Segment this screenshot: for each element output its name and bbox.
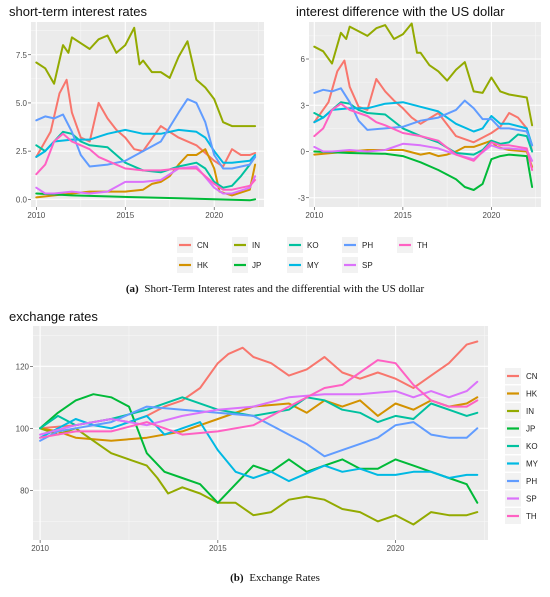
y-tick-label: 7.5 xyxy=(16,51,28,60)
y-tick-label: 120 xyxy=(16,362,30,371)
caption-a: (a) Short-Term Interest rates and the di… xyxy=(126,283,425,295)
x-tick-label: 2020 xyxy=(387,544,405,553)
y-tick-label: 3 xyxy=(301,101,306,110)
chart-interest-rates: 2010 2015 2020 0.0 2.5 5.0 7.5 xyxy=(16,22,264,220)
series-line-th xyxy=(313,102,534,171)
caption-a-text: Short-Term Interest rates and the differ… xyxy=(144,283,424,295)
caption-b-label: (b) xyxy=(230,572,244,584)
legend-label-cn: CN xyxy=(526,372,538,381)
y-tick-label: 100 xyxy=(16,424,30,433)
series-line-sp xyxy=(313,142,534,162)
legend-label-jp: JP xyxy=(526,425,535,434)
series-line-jp xyxy=(313,150,534,191)
legend-label-hk: HK xyxy=(526,390,538,399)
chart-c-title: exchange rates xyxy=(9,309,98,324)
caption-b: (b) Exchange Rates xyxy=(230,572,320,584)
legend-label-ko: KO xyxy=(307,241,319,250)
legend-label-th: TH xyxy=(417,241,428,250)
x-tick-label: 2020 xyxy=(483,211,501,220)
series-line-sp xyxy=(35,165,257,195)
x-tick-label: 2010 xyxy=(31,544,49,553)
series-line-th xyxy=(39,359,479,439)
legend-label-th: TH xyxy=(526,512,537,521)
y-tick-label: 0.0 xyxy=(16,195,28,204)
plot-background xyxy=(33,326,488,540)
legend-label-cn: CN xyxy=(197,241,209,250)
series-line-ph xyxy=(35,98,257,170)
series-line-my xyxy=(35,128,257,164)
y-tick-label: 0 xyxy=(301,148,306,157)
y-tick-label: -3 xyxy=(298,194,306,203)
legend-label-hk: HK xyxy=(197,261,209,270)
series-line-hk xyxy=(39,396,479,442)
y-tick-label: 80 xyxy=(20,486,29,495)
chart-b-title: interest difference with the US dollar xyxy=(296,4,505,19)
legend-label-in: IN xyxy=(526,407,534,416)
chart-interest-difference: 2010 2015 2020 -3 0 3 6 xyxy=(298,22,541,220)
legend-label-ko: KO xyxy=(526,442,538,451)
series-line-in xyxy=(35,26,257,128)
x-tick-label: 2020 xyxy=(205,211,223,220)
chart-a-title: short-term interest rates xyxy=(9,4,147,19)
caption-a-label: (a) xyxy=(126,283,139,295)
legend-interest: CN HK IN JP KO MY PH SP TH xyxy=(177,237,428,273)
series-line-in xyxy=(39,427,479,526)
legend-label-sp: SP xyxy=(362,261,373,270)
legend-label-my: MY xyxy=(307,261,320,270)
legend-label-jp: JP xyxy=(252,261,261,270)
y-tick-label: 6 xyxy=(301,55,306,64)
series-line-my xyxy=(39,414,479,483)
legend-label-ph: PH xyxy=(362,241,373,250)
y-tick-label: 2.5 xyxy=(16,147,28,156)
series-line-cn xyxy=(35,78,257,168)
legend-label-sp: SP xyxy=(526,495,537,504)
series-line-th xyxy=(35,132,257,191)
x-tick-label: 2015 xyxy=(394,211,412,220)
x-tick-label: 2015 xyxy=(116,211,134,220)
legend-label-my: MY xyxy=(526,460,539,469)
x-tick-label: 2010 xyxy=(305,211,323,220)
series-line-in xyxy=(313,22,534,127)
series-line-ph xyxy=(313,87,534,147)
plot-background xyxy=(309,22,541,207)
y-tick-label: 5.0 xyxy=(16,99,28,108)
x-tick-label: 2015 xyxy=(209,544,227,553)
series-line-sp xyxy=(39,380,479,436)
series-line-my xyxy=(313,101,534,147)
series-line-cn xyxy=(313,59,534,153)
series-line-jp xyxy=(35,192,257,202)
plot-background xyxy=(31,22,264,207)
legend-label-ph: PH xyxy=(526,477,537,486)
x-tick-label: 2010 xyxy=(27,211,45,220)
chart-exchange-rates: 2010 2015 2020 80 100 120 xyxy=(16,326,488,553)
caption-b-text: Exchange Rates xyxy=(249,572,320,584)
legend-exchange: CN HK IN JP KO MY PH SP TH xyxy=(505,368,539,524)
legend-label-in: IN xyxy=(252,241,260,250)
series-line-ko xyxy=(39,396,479,430)
